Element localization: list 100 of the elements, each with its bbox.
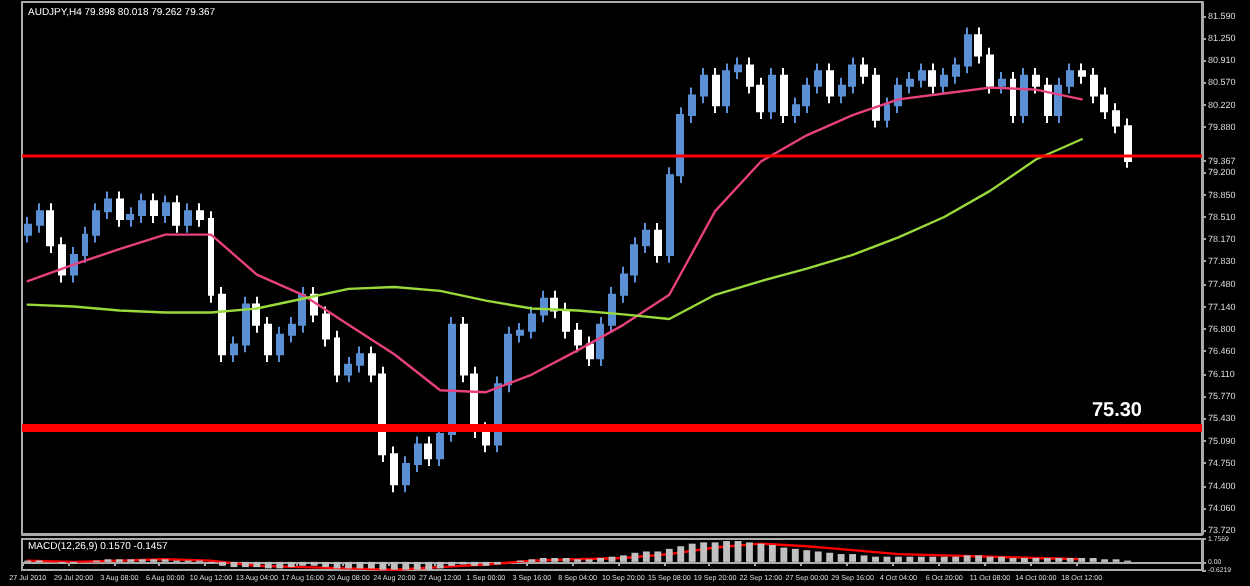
candlestick <box>1032 67 1040 95</box>
candlestick <box>940 67 948 95</box>
bar <box>253 561 261 568</box>
bar <box>814 551 822 562</box>
candlestick <box>264 316 272 364</box>
candlestick <box>116 190 124 228</box>
candlestick <box>36 202 44 234</box>
candlestick <box>928 62 936 95</box>
bar <box>940 556 948 562</box>
candlestick <box>780 67 788 124</box>
candlestick <box>414 435 422 473</box>
bar <box>631 552 639 562</box>
line-series <box>26 542 1083 571</box>
candlestick <box>150 192 158 224</box>
bar <box>345 561 352 569</box>
candlestick <box>688 86 696 124</box>
candlestick <box>826 62 834 105</box>
candlestick <box>276 325 284 364</box>
bar <box>837 554 845 562</box>
candlestick <box>448 316 456 443</box>
candlestick <box>242 295 250 354</box>
candlestick <box>230 335 238 364</box>
bar <box>677 546 685 562</box>
candlestick <box>964 26 972 75</box>
candlestick <box>184 202 192 234</box>
candlestick <box>138 192 146 224</box>
candlestick <box>528 305 536 340</box>
candlestick <box>872 67 880 129</box>
bar <box>791 548 799 562</box>
candlestick <box>768 67 776 120</box>
bar <box>287 561 295 568</box>
candlestick <box>322 305 330 348</box>
bar <box>665 548 673 562</box>
candlestick <box>402 455 410 494</box>
candlestick <box>516 321 524 344</box>
candlestick <box>1020 67 1028 124</box>
candlestick <box>172 194 180 234</box>
bar <box>929 556 937 562</box>
bar <box>963 555 971 562</box>
candlestick <box>974 26 982 65</box>
candlestick <box>586 335 594 368</box>
candlestick <box>104 190 112 220</box>
candlestick <box>712 67 720 115</box>
candlestick <box>918 62 926 89</box>
bar <box>872 556 879 562</box>
bar <box>906 556 914 562</box>
bar <box>723 541 730 562</box>
candlestick <box>906 70 914 95</box>
bar <box>276 561 284 569</box>
candlestick <box>162 194 170 224</box>
candlestick <box>1066 62 1074 95</box>
bar <box>894 556 902 562</box>
candlestick <box>1054 76 1062 124</box>
candlestick <box>608 285 616 334</box>
bar <box>917 556 925 562</box>
bar <box>402 561 410 570</box>
bar <box>322 561 330 568</box>
candlestick <box>334 329 340 384</box>
bar <box>654 551 662 562</box>
candlestick <box>734 56 742 81</box>
candlestick <box>82 225 88 264</box>
bar <box>803 550 811 562</box>
candlestick <box>344 355 352 384</box>
bar <box>413 561 421 570</box>
line-series <box>26 138 1083 321</box>
bar <box>379 561 387 570</box>
candlestick <box>860 56 868 85</box>
candlestick <box>952 56 960 85</box>
candlestick <box>126 206 134 228</box>
candlestick <box>722 62 730 115</box>
candlestick <box>46 202 54 254</box>
candlestick <box>92 202 100 244</box>
candlestick <box>814 62 822 95</box>
candlestick <box>562 301 570 340</box>
bar <box>757 543 765 562</box>
bar <box>860 555 868 562</box>
bar <box>620 555 627 562</box>
candlestick <box>1044 76 1052 124</box>
bar <box>425 561 433 570</box>
candlestick <box>218 285 226 364</box>
bar <box>975 555 983 562</box>
candlestick <box>574 321 582 354</box>
candlestick <box>208 210 214 304</box>
candlestick <box>700 67 708 105</box>
bar <box>711 542 719 562</box>
bar <box>700 542 708 562</box>
bar <box>952 556 960 562</box>
candlestick <box>58 236 66 284</box>
candlestick <box>884 96 890 129</box>
bar <box>436 561 444 569</box>
candlestick <box>1124 117 1132 169</box>
candlestick <box>24 216 32 244</box>
candlestick <box>998 70 1006 95</box>
bar <box>780 547 788 562</box>
candlestick <box>894 76 902 115</box>
candlestick <box>196 202 204 228</box>
bar <box>768 544 776 562</box>
bar <box>998 556 1005 562</box>
bar <box>849 554 857 562</box>
bar <box>264 561 272 569</box>
